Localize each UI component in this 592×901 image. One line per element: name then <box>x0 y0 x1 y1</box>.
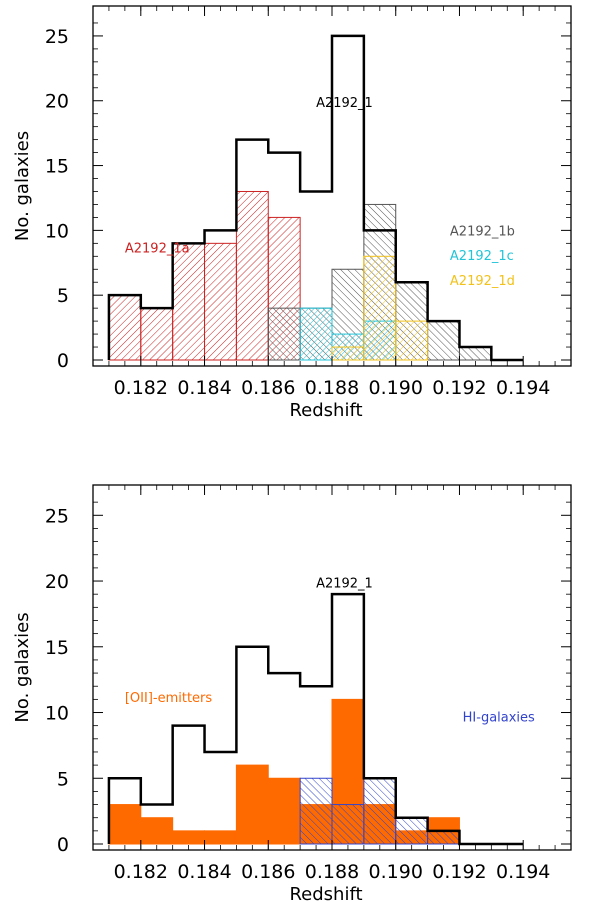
y-tick-label: 20 <box>45 571 69 593</box>
bar-a2192-1a <box>172 242 206 361</box>
bar-a2192-1b <box>267 307 301 361</box>
y-axis-title: No. galaxies <box>12 131 33 241</box>
bar-hi-galaxies <box>395 817 429 845</box>
x-tick-label: 0.184 <box>177 861 231 883</box>
series-hi-galaxies <box>299 777 460 845</box>
x-tick-label: 0.188 <box>305 861 359 883</box>
bar-a2192-1a <box>235 190 269 361</box>
bar-hi-galaxies <box>427 830 460 845</box>
x-tick-label: 0.190 <box>369 377 423 399</box>
y-tick-label: 5 <box>57 768 69 790</box>
annotation-a2192-1d: A2192_1d <box>450 274 515 289</box>
bar-oii-emitters <box>267 777 301 845</box>
bar-oii-emitters <box>204 830 237 845</box>
top-panel: 0.182 0.184 0.186 0.188 0.190 0.192 0.194 0 5 10 1… <box>12 5 572 421</box>
series-a2192-1d <box>331 255 429 361</box>
annotation-a2192-1: A2192_1 <box>316 577 373 592</box>
bar-a2192-1d <box>363 255 397 361</box>
y-tick-label: 20 <box>45 91 69 113</box>
bar-a2192-1b <box>427 320 460 361</box>
annotation-a2192-1b: A2192_1b <box>450 225 515 240</box>
x-tick-label: 0.186 <box>241 861 295 883</box>
bar-oii-emitters <box>140 817 174 845</box>
bar-a2192-1a <box>204 242 237 361</box>
bar-oii-emitters <box>108 804 142 845</box>
y-tick-label: 25 <box>45 26 69 48</box>
y-tick-label: 25 <box>45 505 69 527</box>
annotation-a2192-1a: A2192_1a <box>125 241 190 256</box>
x-tick-label: 0.190 <box>369 861 423 883</box>
annotation-a2192-1: A2192_1 <box>316 96 373 111</box>
y-axis-title: No. galaxies <box>12 612 33 722</box>
total-histogram-outline <box>107 34 524 362</box>
x-tick-label: 0.192 <box>432 377 486 399</box>
bar-oii-emitters <box>235 764 269 845</box>
bar-a2192-1b <box>458 346 492 361</box>
annotation-oii-emitters: [OII]-emitters <box>125 691 213 706</box>
x-tick-label: 0.184 <box>177 377 231 399</box>
y-tick-label: 10 <box>45 703 69 725</box>
total-histogram-outline <box>107 592 524 846</box>
x-tick-label: 0.182 <box>114 377 168 399</box>
x-axis-title: Redshift <box>289 400 362 421</box>
x-tick-label: 0.194 <box>496 861 550 883</box>
annotation-a2192-1c: A2192_1c <box>450 249 514 264</box>
x-tick-label: 0.194 <box>496 377 550 399</box>
bar-a2192-1a <box>140 307 174 361</box>
bar-a2192-1d <box>331 346 365 361</box>
bar-hi-galaxies <box>331 804 365 845</box>
y-tick-label: 0 <box>57 350 69 372</box>
x-tick-label: 0.182 <box>114 861 168 883</box>
y-tick-label: 15 <box>45 156 69 178</box>
y-tick-label: 15 <box>45 637 69 659</box>
bar-a2192-1d <box>395 320 429 361</box>
y-tick-label: 10 <box>45 220 69 242</box>
y-tick-label: 0 <box>57 834 69 856</box>
bar-a2192-1c <box>299 307 333 361</box>
x-tick-label: 0.192 <box>432 861 486 883</box>
x-tick-label: 0.188 <box>305 377 359 399</box>
bottom-panel: 0.182 0.184 0.186 0.188 0.190 0.192 0.194 0 5 10 1… <box>12 484 572 901</box>
x-axis-title: Redshift <box>289 884 362 901</box>
bar-hi-galaxies <box>299 777 333 845</box>
bar-a2192-1a <box>108 294 142 361</box>
annotation-hi-galaxies: HI-galaxies <box>463 711 535 726</box>
bar-oii-emitters <box>172 830 206 845</box>
x-tick-label: 0.186 <box>241 377 295 399</box>
bar-hi-galaxies <box>363 777 397 845</box>
y-tick-label: 5 <box>57 285 69 307</box>
